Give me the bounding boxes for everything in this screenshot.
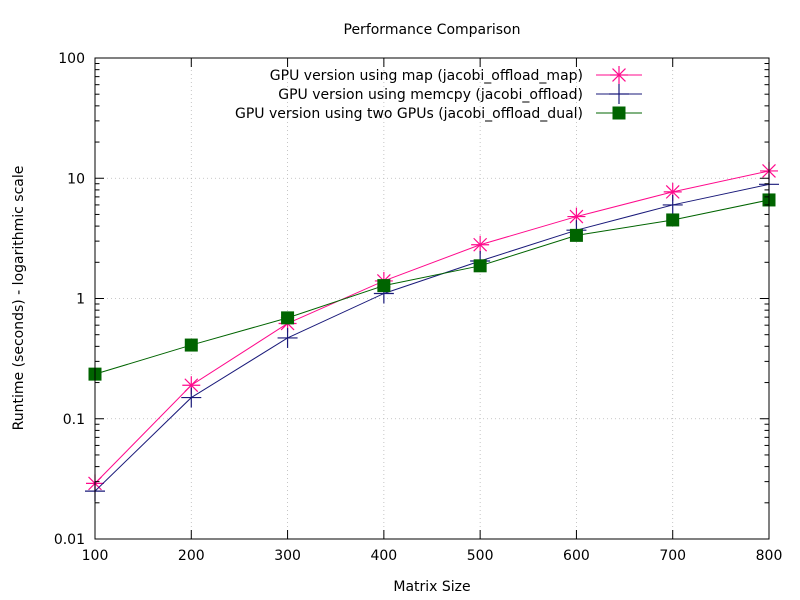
x-axis-title: Matrix Size (393, 579, 470, 595)
series-1-line (94, 170, 770, 484)
series-2-point (662, 194, 683, 215)
legend-entry-1: GPU version using map (jacobi_offload_ma… (270, 66, 642, 84)
legend-label: GPU version using two GPUs (jacobi_offlo… (235, 106, 583, 122)
x-tick-label: 400 (370, 548, 397, 564)
series-3-point (184, 338, 198, 352)
asterisk-stroke (473, 237, 488, 252)
legend-marker (609, 84, 629, 104)
x-tick-label: 100 (82, 548, 109, 564)
y-tick-label: 1 (76, 292, 85, 308)
y-tick-label: 10 (67, 171, 85, 187)
asterisk-stroke (612, 68, 626, 82)
y-tick-label: 0.1 (63, 412, 85, 428)
series-2-point (277, 327, 298, 348)
series-2-point (181, 387, 202, 408)
x-tick-label: 500 (467, 548, 494, 564)
legend-marker (610, 66, 628, 84)
asterisk-stroke (569, 209, 584, 224)
legend-label: GPU version using memcpy (jacobi_offload… (278, 87, 583, 103)
x-tick-label: 300 (274, 548, 301, 564)
series-3-point (281, 311, 295, 325)
asterisk-stroke (184, 378, 199, 393)
y-tick-label: 0.01 (54, 532, 85, 548)
y-axis-title: Runtime (seconds) - logarithmic scale (11, 166, 27, 431)
axes: 100 200 300 400 500 600 700 800 0.01 0.1 1 10 100 (54, 51, 783, 564)
series-3-point (666, 213, 680, 227)
legend-marker (612, 106, 626, 120)
x-tick-label: 200 (178, 548, 205, 564)
asterisk-stroke (665, 184, 680, 199)
series-1-point (567, 207, 586, 226)
series-1-point (471, 235, 490, 254)
series-3-point (473, 259, 487, 273)
legend: GPU version using map (jacobi_offload_ma… (235, 66, 642, 122)
series-3-point (569, 228, 583, 242)
x-tick-label: 700 (659, 548, 686, 564)
series-3-point (377, 279, 391, 293)
series-3-line (94, 199, 770, 375)
legend-entry-3: GPU version using two GPUs (jacobi_offlo… (235, 106, 642, 122)
legend-label: GPU version using map (jacobi_offload_ma… (270, 68, 583, 84)
series-2-line (94, 183, 770, 492)
x-tick-label: 600 (563, 548, 590, 564)
chart-title: Performance Comparison (344, 22, 521, 38)
y-tick-label: 100 (58, 51, 85, 67)
legend-entry-2: GPU version using memcpy (jacobi_offload… (278, 84, 642, 104)
x-tick-label: 800 (756, 548, 783, 564)
